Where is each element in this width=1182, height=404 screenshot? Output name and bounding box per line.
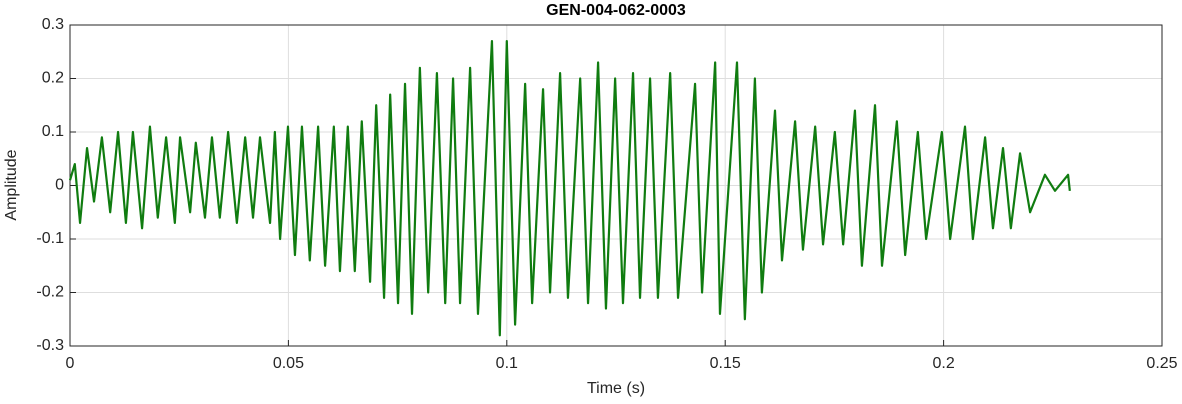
y-tick-label: -0.3 xyxy=(36,337,64,354)
plot-frame xyxy=(69,24,1163,347)
x-tick-label: 0.25 xyxy=(1146,355,1177,372)
waveform-line xyxy=(68,39,1071,337)
y-tick-label: 0.1 xyxy=(42,123,64,140)
x-tick-label: 0.15 xyxy=(710,355,741,372)
y-tick-label: 0 xyxy=(55,177,64,194)
x-tick-label: 0 xyxy=(66,355,75,372)
y-tick-label: -0.1 xyxy=(36,230,64,247)
x-tick-label: 0.1 xyxy=(496,355,518,372)
y-tick-label: -0.2 xyxy=(36,284,64,301)
x-tick-label: 0.05 xyxy=(273,355,304,372)
x-tick-label: 0.2 xyxy=(932,355,954,372)
y-axis-label: Amplitude xyxy=(3,149,20,220)
y-tick-label: 0.3 xyxy=(42,16,64,33)
x-axis-label: Time (s) xyxy=(587,380,645,397)
chart-title: GEN-004-062-0003 xyxy=(546,2,686,19)
y-tick-label: 0.2 xyxy=(42,70,64,87)
